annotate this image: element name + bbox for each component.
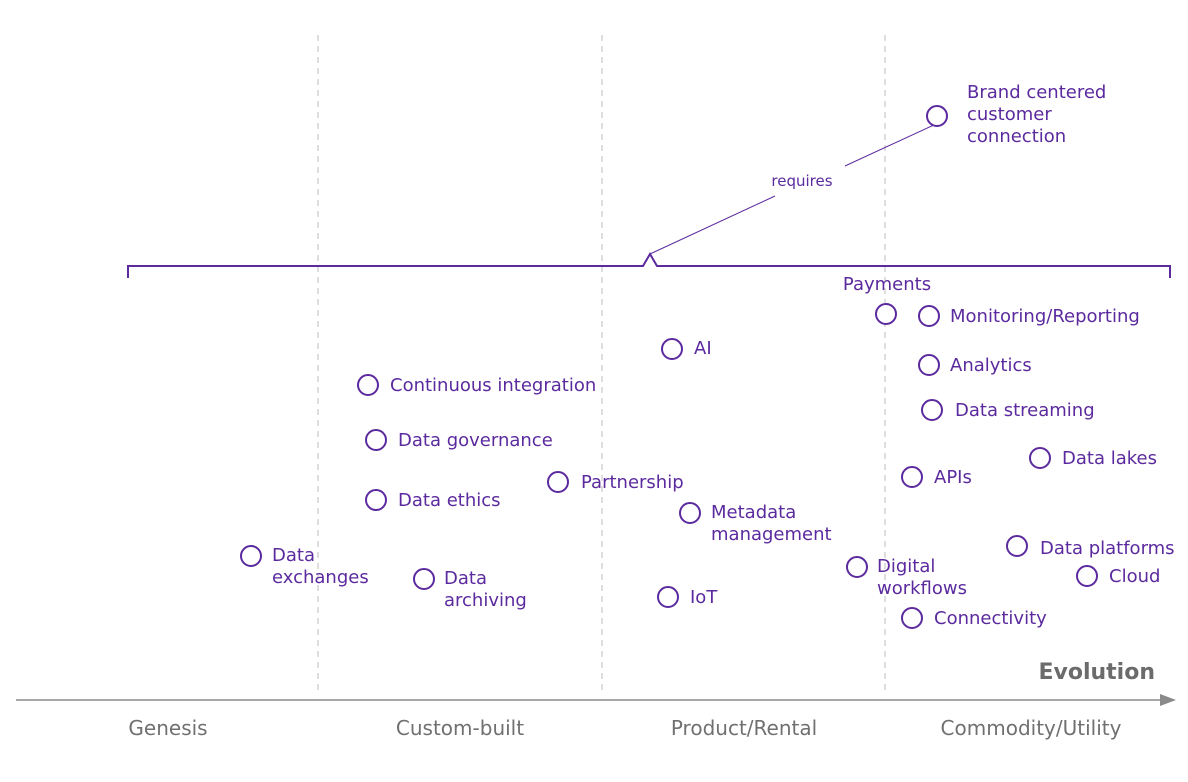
- component-apis: APIs: [901, 466, 972, 488]
- component-node-monitoring: [918, 305, 940, 327]
- component-label-digital: Digital workflows: [877, 556, 967, 599]
- component-label-line: Data platforms: [1040, 538, 1175, 559]
- component-label-brand: Brand centered customer connection: [967, 82, 1106, 147]
- component-monitoring: Monitoring/Reporting: [918, 305, 1140, 327]
- stage-genesis: Genesis: [128, 716, 207, 740]
- component-label-line: management: [711, 524, 832, 545]
- component-label-payments: Payments: [843, 274, 931, 295]
- component-label-line: Data: [444, 568, 487, 589]
- stage-commodity-utility: Commodity/Utility: [941, 716, 1122, 740]
- component-label-iot: IoT: [690, 587, 718, 608]
- component-node-governance: [365, 429, 387, 451]
- axis-arrow-icon: [1160, 694, 1176, 706]
- component-analytics: Analytics: [918, 354, 1032, 376]
- component-ai: AI: [661, 338, 712, 360]
- component-node-archiving: [413, 568, 435, 590]
- component-label-exchanges: Data exchanges: [272, 545, 369, 588]
- component-payments: Payments: [843, 274, 931, 325]
- component-node-metadata: [679, 502, 701, 524]
- component-label-partnership: Partnership: [581, 472, 684, 493]
- component-node-exchanges: [240, 545, 262, 567]
- component-label-line: Cloud: [1109, 566, 1160, 587]
- grouping-brace: [127, 252, 1171, 278]
- component-label-line: Digital: [877, 556, 935, 577]
- component-label-line: Brand centered: [967, 82, 1106, 103]
- component-label-analytics: Analytics: [950, 355, 1032, 376]
- component-label-archiving: Data archiving: [444, 568, 527, 611]
- component-cloud: Cloud: [1076, 565, 1160, 587]
- component-node-platforms: [1006, 535, 1028, 557]
- component-label-line: workflows: [877, 578, 967, 599]
- component-label-lakes: Data lakes: [1062, 448, 1157, 469]
- component-label-line: Data streaming: [955, 400, 1095, 421]
- requires-link-lower: [649, 195, 776, 255]
- component-label-monitoring: Monitoring/Reporting: [950, 306, 1140, 327]
- component-label-streaming: Data streaming: [955, 400, 1095, 421]
- component-label-line: Data lakes: [1062, 448, 1157, 469]
- component-metadata: Metadata management: [679, 502, 832, 545]
- component-node-ai: [661, 338, 683, 360]
- component-label-line: Analytics: [950, 355, 1032, 376]
- component-node-ethics: [365, 489, 387, 511]
- component-archiving: Data archiving: [413, 568, 527, 611]
- component-label-line: Monitoring/Reporting: [950, 306, 1140, 327]
- component-label-line: AI: [694, 338, 712, 359]
- component-label-line: Data: [272, 545, 315, 566]
- components-layer: Brand centered customer connection Payments…: [240, 82, 1175, 629]
- component-streaming: Data streaming: [921, 399, 1095, 421]
- component-label-platforms: Data platforms: [1040, 538, 1175, 559]
- component-partnership: Partnership: [547, 471, 684, 493]
- component-brand: Brand centered customer connection: [926, 82, 1106, 147]
- component-label-line: IoT: [690, 587, 718, 608]
- component-label-line: Partnership: [581, 472, 684, 493]
- component-iot: IoT: [657, 586, 718, 608]
- component-node-streaming: [921, 399, 943, 421]
- component-node-cloud: [1076, 565, 1098, 587]
- component-label-line: Connectivity: [934, 608, 1047, 629]
- requires-link-upper: [844, 123, 937, 167]
- component-label-connectivity: Connectivity: [934, 608, 1047, 629]
- component-label-apis: APIs: [934, 467, 972, 488]
- component-label-line: customer: [967, 104, 1052, 125]
- component-node-digital: [846, 556, 868, 578]
- component-label-line: exchanges: [272, 567, 369, 588]
- component-label-line: Metadata: [711, 502, 796, 523]
- component-node-iot: [657, 586, 679, 608]
- requires-annotation: requires: [771, 172, 832, 190]
- stage-product-rental: Product/Rental: [671, 716, 817, 740]
- component-label-line: Data ethics: [398, 490, 501, 511]
- component-ci: Continuous integration: [357, 374, 596, 396]
- component-node-brand: [926, 105, 948, 127]
- component-node-analytics: [918, 354, 940, 376]
- component-label-line: archiving: [444, 590, 527, 611]
- component-node-partnership: [547, 471, 569, 493]
- component-node-lakes: [1029, 447, 1051, 469]
- component-label-line: connection: [967, 126, 1066, 147]
- component-node-apis: [901, 466, 923, 488]
- component-label-line: Payments: [843, 274, 931, 295]
- axis-title: Evolution: [1038, 660, 1155, 685]
- component-node-payments: [875, 303, 897, 325]
- component-platforms: Data platforms: [1006, 535, 1175, 559]
- component-digital: Digital workflows: [846, 556, 967, 599]
- component-node-ci: [357, 374, 379, 396]
- component-label-governance: Data governance: [398, 430, 553, 451]
- component-lakes: Data lakes: [1029, 447, 1157, 469]
- component-label-metadata: Metadata management: [711, 502, 832, 545]
- component-label-cloud: Cloud: [1109, 566, 1160, 587]
- component-governance: Data governance: [365, 429, 553, 451]
- component-connectivity: Connectivity: [901, 607, 1047, 629]
- component-label-line: Data governance: [398, 430, 553, 451]
- stage-custom-built: Custom-built: [396, 716, 524, 740]
- component-label-ai: AI: [694, 338, 712, 359]
- component-label-line: APIs: [934, 467, 972, 488]
- component-ethics: Data ethics: [365, 489, 501, 511]
- component-node-connectivity: [901, 607, 923, 629]
- component-label-line: Continuous integration: [390, 375, 596, 396]
- component-exchanges: Data exchanges: [240, 545, 369, 588]
- component-label-ci: Continuous integration: [390, 375, 596, 396]
- component-label-ethics: Data ethics: [398, 490, 501, 511]
